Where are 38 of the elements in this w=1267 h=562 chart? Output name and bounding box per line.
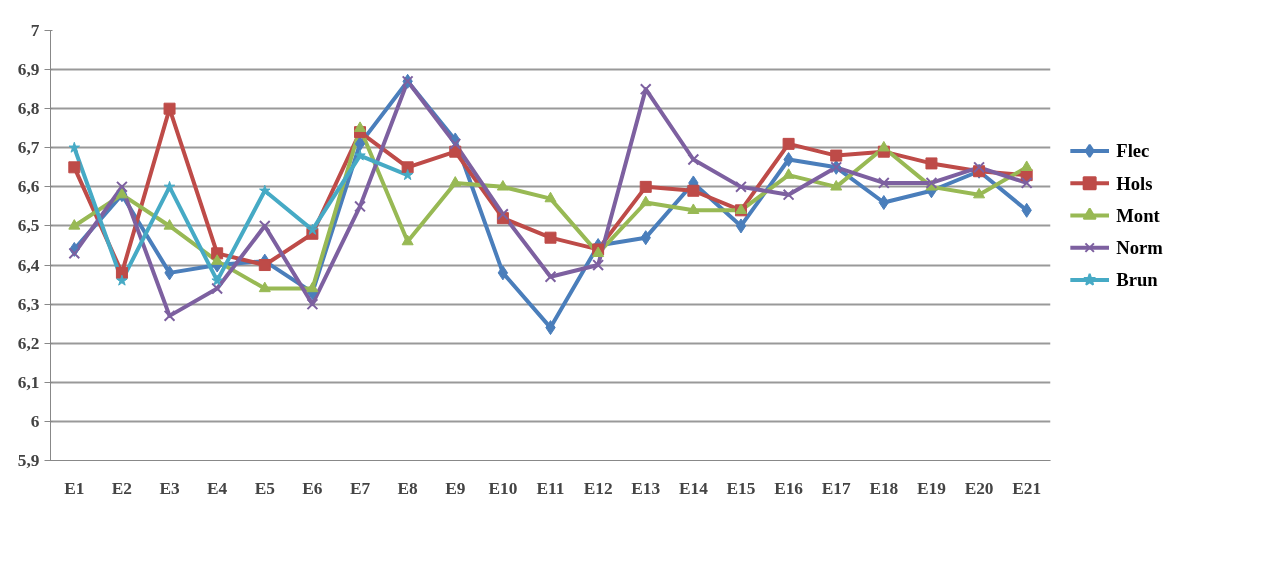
y-tick-label: 6,7: [17, 138, 40, 158]
x-tick-label: E20: [964, 478, 994, 498]
legend-label: Brun: [1116, 269, 1159, 291]
x-tick-label: E18: [869, 478, 899, 498]
x-tick-label: E4: [207, 478, 228, 498]
x-tick-label: E17: [821, 478, 851, 498]
x-tick-label: E5: [254, 478, 276, 498]
x-tick-label: E13: [631, 478, 661, 498]
legend-label: Hols: [1116, 172, 1153, 194]
x-tick-label: E14: [678, 478, 709, 498]
x-tick-label: E3: [159, 478, 180, 498]
x-tick-label: E8: [397, 478, 419, 498]
legend-label: Norm: [1116, 237, 1164, 259]
x-tick-label: E19: [917, 478, 947, 498]
x-tick-label: E10: [488, 478, 518, 498]
y-tick-label: 6,2: [17, 333, 40, 353]
x-tick-label: E6: [302, 478, 323, 498]
y-tick-label: 6,6: [17, 177, 40, 197]
y-tick-label: 6,8: [17, 99, 40, 119]
y-tick-label: 6,9: [17, 60, 40, 80]
x-tick-label: E16: [774, 478, 804, 498]
y-tick-label: 6,5: [17, 216, 40, 236]
x-tick-label: E9: [445, 478, 466, 498]
x-tick-label: E21: [1012, 478, 1042, 498]
x-tick-label: E11: [536, 478, 565, 498]
y-tick-label: 6,4: [17, 255, 40, 275]
y-tick-label: 6,3: [17, 294, 40, 314]
y-tick-label: 6,1: [17, 372, 40, 392]
x-tick-label: E7: [349, 478, 371, 498]
x-tick-label: E2: [111, 478, 133, 498]
x-tick-label: E15: [726, 478, 756, 498]
x-tick-label: E1: [64, 478, 85, 498]
legend-label: Mont: [1116, 204, 1161, 226]
y-tick-label: 6: [30, 411, 40, 431]
y-tick-label: 5,9: [17, 451, 40, 470]
y-tick-label: 7: [30, 21, 40, 40]
legend-label: Flec: [1116, 140, 1150, 162]
x-tick-label: E12: [583, 478, 613, 498]
